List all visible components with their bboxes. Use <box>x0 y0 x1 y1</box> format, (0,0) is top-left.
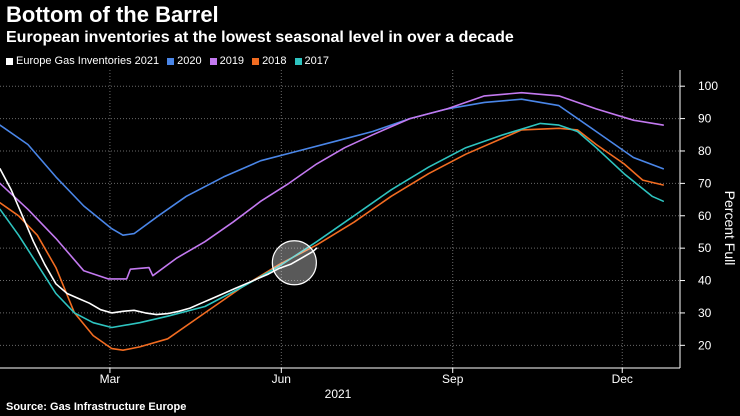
legend-swatch-2018 <box>252 57 260 65</box>
legend-item-2017: 2017 <box>294 55 330 67</box>
legend-swatch-2020 <box>167 57 175 65</box>
legend-swatch-2019 <box>209 57 217 65</box>
y-tick-label-40: 40 <box>698 274 712 288</box>
legend: Europe Gas Inventories 2021 2020 2019 20… <box>6 55 329 67</box>
legend-label-2017: 2017 <box>304 55 330 67</box>
legend-item-2018: 2018 <box>252 55 287 67</box>
legend-swatch-2017 <box>294 57 302 65</box>
y-tick-label-60: 60 <box>698 209 712 223</box>
y-tick-label-50: 50 <box>698 241 712 255</box>
x-tick-label-sep: Sep <box>442 372 464 386</box>
series-lines <box>0 91 664 351</box>
series-line-europe-gas-inventories-2021 <box>0 168 318 316</box>
series-line-2017 <box>0 122 664 329</box>
y-tick-label-70: 70 <box>698 176 712 190</box>
series-line-2018 <box>0 127 664 351</box>
y-tick-label-100: 100 <box>698 79 718 93</box>
legend-label-2018: 2018 <box>262 55 287 67</box>
x-tick-label-dec: Dec <box>612 372 633 386</box>
chart-subtitle: European inventories at the lowest seaso… <box>6 29 514 46</box>
x-tick-label-jun: Jun <box>272 372 291 386</box>
source-note: Source: Gas Infrastructure Europe <box>6 401 187 413</box>
y-tick-label-20: 20 <box>698 338 712 352</box>
legend-swatch-2021 <box>6 57 13 65</box>
y-tick-label-90: 90 <box>698 112 712 126</box>
legend-label-2021: Europe Gas Inventories 2021 <box>16 55 160 67</box>
x-axis-title: 2021 <box>325 387 352 401</box>
legend-label-2019: 2019 <box>219 55 245 67</box>
x-tick-label-mar: Mar <box>100 372 121 386</box>
legend-item-2020: 2020 <box>167 55 202 67</box>
highlight-circle <box>271 240 317 286</box>
legend-label-2020: 2020 <box>177 55 202 67</box>
axes: 20 30 40 50 60 70 80 90 100 Mar Jun Sep Dec <box>0 70 718 386</box>
gridlines <box>0 70 680 368</box>
chart-title: Bottom of the Barrel <box>6 2 219 27</box>
legend-item-2021: Europe Gas Inventories 2021 <box>6 55 159 67</box>
y-tick-label-80: 80 <box>698 144 712 158</box>
series-line-2020 <box>0 98 664 236</box>
y-axis-title: Percent Full <box>722 191 738 266</box>
y-tick-label-30: 30 <box>698 306 712 320</box>
legend-item-2019: 2019 <box>209 55 245 67</box>
series-line-2019 <box>0 91 664 280</box>
annotations <box>271 240 317 286</box>
